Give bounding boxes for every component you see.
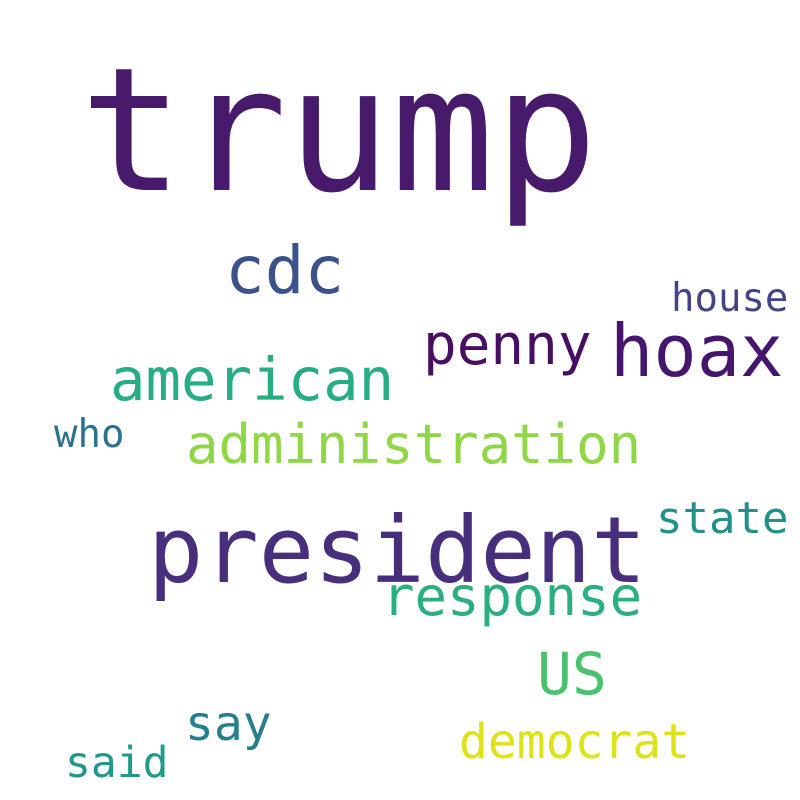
word-cdc: cdc: [225, 232, 345, 309]
word-who: who: [54, 412, 125, 457]
word-response: response: [382, 565, 643, 628]
word-penny: penny: [423, 313, 592, 378]
word-say: say: [185, 696, 272, 752]
word-american: american: [110, 345, 395, 414]
word-state: state: [656, 493, 789, 544]
word-democrat: democrat: [459, 714, 691, 770]
word-said: said: [65, 738, 169, 788]
word-administration: administration: [186, 413, 642, 476]
word-hoax: hoax: [610, 309, 784, 393]
word-us: US: [537, 640, 607, 708]
word-trump: trump: [80, 30, 598, 231]
word-house: house: [671, 276, 789, 321]
word-president: president: [148, 497, 647, 604]
